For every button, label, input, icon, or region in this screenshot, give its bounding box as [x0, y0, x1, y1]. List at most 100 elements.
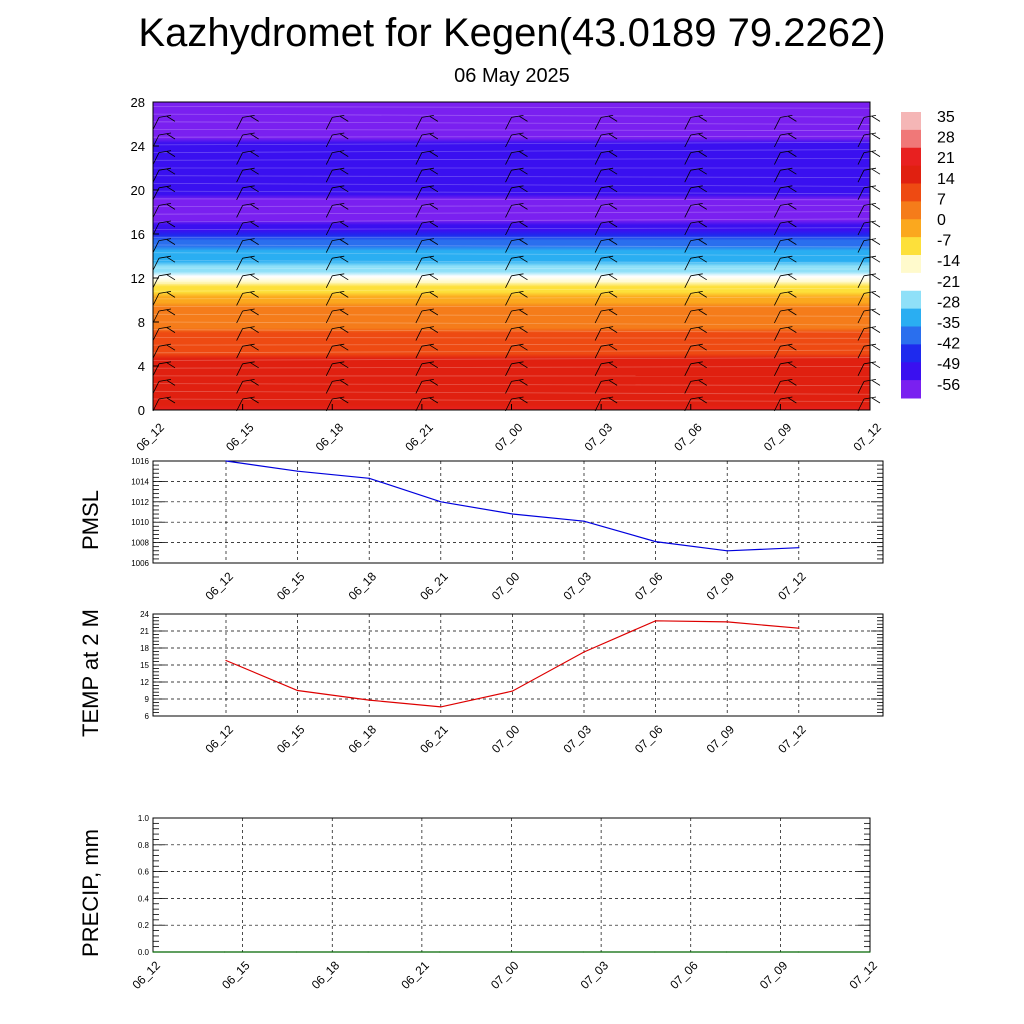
colorbar-swatch [901, 326, 921, 345]
wind-barb [152, 326, 176, 341]
y-tick-label: 0.8 [138, 841, 150, 850]
contour-line [152, 141, 871, 146]
wind-barb [505, 255, 528, 271]
wind-barb [594, 150, 618, 165]
wind-barb [594, 396, 618, 412]
wind-barb [415, 185, 439, 200]
y-tick-label: 1016 [131, 457, 149, 466]
contour-line [152, 329, 871, 333]
colorbar-label: -21 [937, 274, 960, 291]
data-point [368, 699, 370, 701]
wind-barb [594, 255, 618, 271]
wind-barb [774, 343, 797, 359]
wind-barb [594, 238, 618, 253]
colorbar-swatch [901, 344, 921, 363]
panel-frame [152, 460, 884, 564]
wind-barb [684, 379, 707, 394]
x-tick-label: 06_15 [274, 722, 308, 756]
wind-barb [594, 343, 618, 359]
wind-barb [684, 150, 707, 165]
wind-barb [415, 167, 439, 183]
wind-barb [505, 396, 528, 412]
x-tick-label: 07_00 [489, 569, 523, 603]
colorbar-swatch [901, 362, 921, 381]
data-point [152, 951, 154, 953]
wind-barb [415, 203, 439, 218]
colorbar-label: 0 [937, 212, 946, 229]
contour-line [152, 383, 871, 387]
y-tick-label: 1.0 [138, 814, 150, 823]
y-tick-label: 0.0 [138, 948, 150, 957]
x-tick-label: 07_00 [492, 420, 526, 454]
wind-barb [774, 115, 797, 130]
wind-barb [325, 203, 349, 218]
x-tick-label: 06_21 [417, 569, 451, 603]
contour-line [152, 218, 871, 223]
wind-barb [236, 308, 259, 324]
y-tick-label: 0.4 [138, 894, 150, 903]
wind-barb [415, 150, 439, 165]
data-point [655, 540, 657, 543]
wind-barb [505, 361, 528, 376]
wind-barb [505, 273, 528, 288]
wind-barb [236, 150, 259, 165]
wind-barb [505, 326, 528, 341]
wind-barb [505, 343, 528, 359]
x-tick-label: 06_12 [202, 722, 236, 756]
colorbar-label: -35 [937, 315, 960, 332]
wind-barb [236, 343, 259, 359]
y-tick-label: 9 [145, 695, 150, 704]
x-tick-label: 06_15 [274, 569, 308, 603]
contour-line [152, 259, 871, 264]
wind-barb [505, 308, 528, 324]
colorbar-label: -7 [937, 233, 951, 250]
wind-barb [415, 343, 439, 359]
wind-barb [325, 343, 349, 359]
colorbar-swatch [901, 183, 921, 202]
colorbar-label: 21 [937, 150, 955, 167]
wind-barb [415, 396, 439, 412]
colorbar-swatch [901, 165, 921, 184]
x-tick-label: 07_03 [582, 420, 616, 454]
x-tick-label: 07_12 [775, 569, 809, 603]
x-tick-label: 06_18 [313, 420, 347, 454]
contour-line [152, 287, 871, 292]
x-tick-label: 06_15 [223, 420, 257, 454]
contour-line [152, 244, 871, 248]
wind-barb [152, 343, 176, 359]
x-tick-label: 06_21 [417, 722, 451, 756]
x-tick-label: 07_03 [560, 569, 594, 603]
wind-barb [774, 185, 797, 200]
data-point [225, 460, 227, 462]
wind-barb [505, 291, 528, 306]
x-tick-label: 06_18 [346, 722, 380, 756]
wind-barb [684, 343, 707, 359]
wind-barb [774, 361, 797, 376]
wind-barb [774, 273, 797, 288]
contour-line [152, 211, 871, 215]
data-point [726, 550, 728, 552]
wind-barb [594, 115, 618, 130]
x-tick-label: 07_09 [704, 569, 738, 603]
contour-line [152, 313, 871, 317]
wind-barb [774, 150, 797, 165]
wind-barb [236, 203, 259, 218]
wind-barb [415, 115, 439, 130]
wind-barb [774, 291, 797, 306]
wind-barb [236, 326, 259, 341]
y-tick-label: 0 [138, 403, 145, 418]
colorbar-label: -14 [937, 253, 960, 270]
wind-barb [415, 238, 439, 253]
contour-line [152, 106, 871, 109]
x-tick-label: 07_09 [757, 958, 791, 992]
colorbar-label: 7 [937, 191, 946, 208]
y-tick-label: 1014 [131, 477, 149, 486]
wind-barb [325, 132, 349, 148]
wind-barb [236, 132, 259, 148]
wind-barb [505, 150, 528, 165]
contour-line [152, 296, 871, 300]
y-tick-label: 12 [131, 271, 145, 286]
contour-line [152, 274, 871, 277]
wind-barb [236, 379, 259, 394]
